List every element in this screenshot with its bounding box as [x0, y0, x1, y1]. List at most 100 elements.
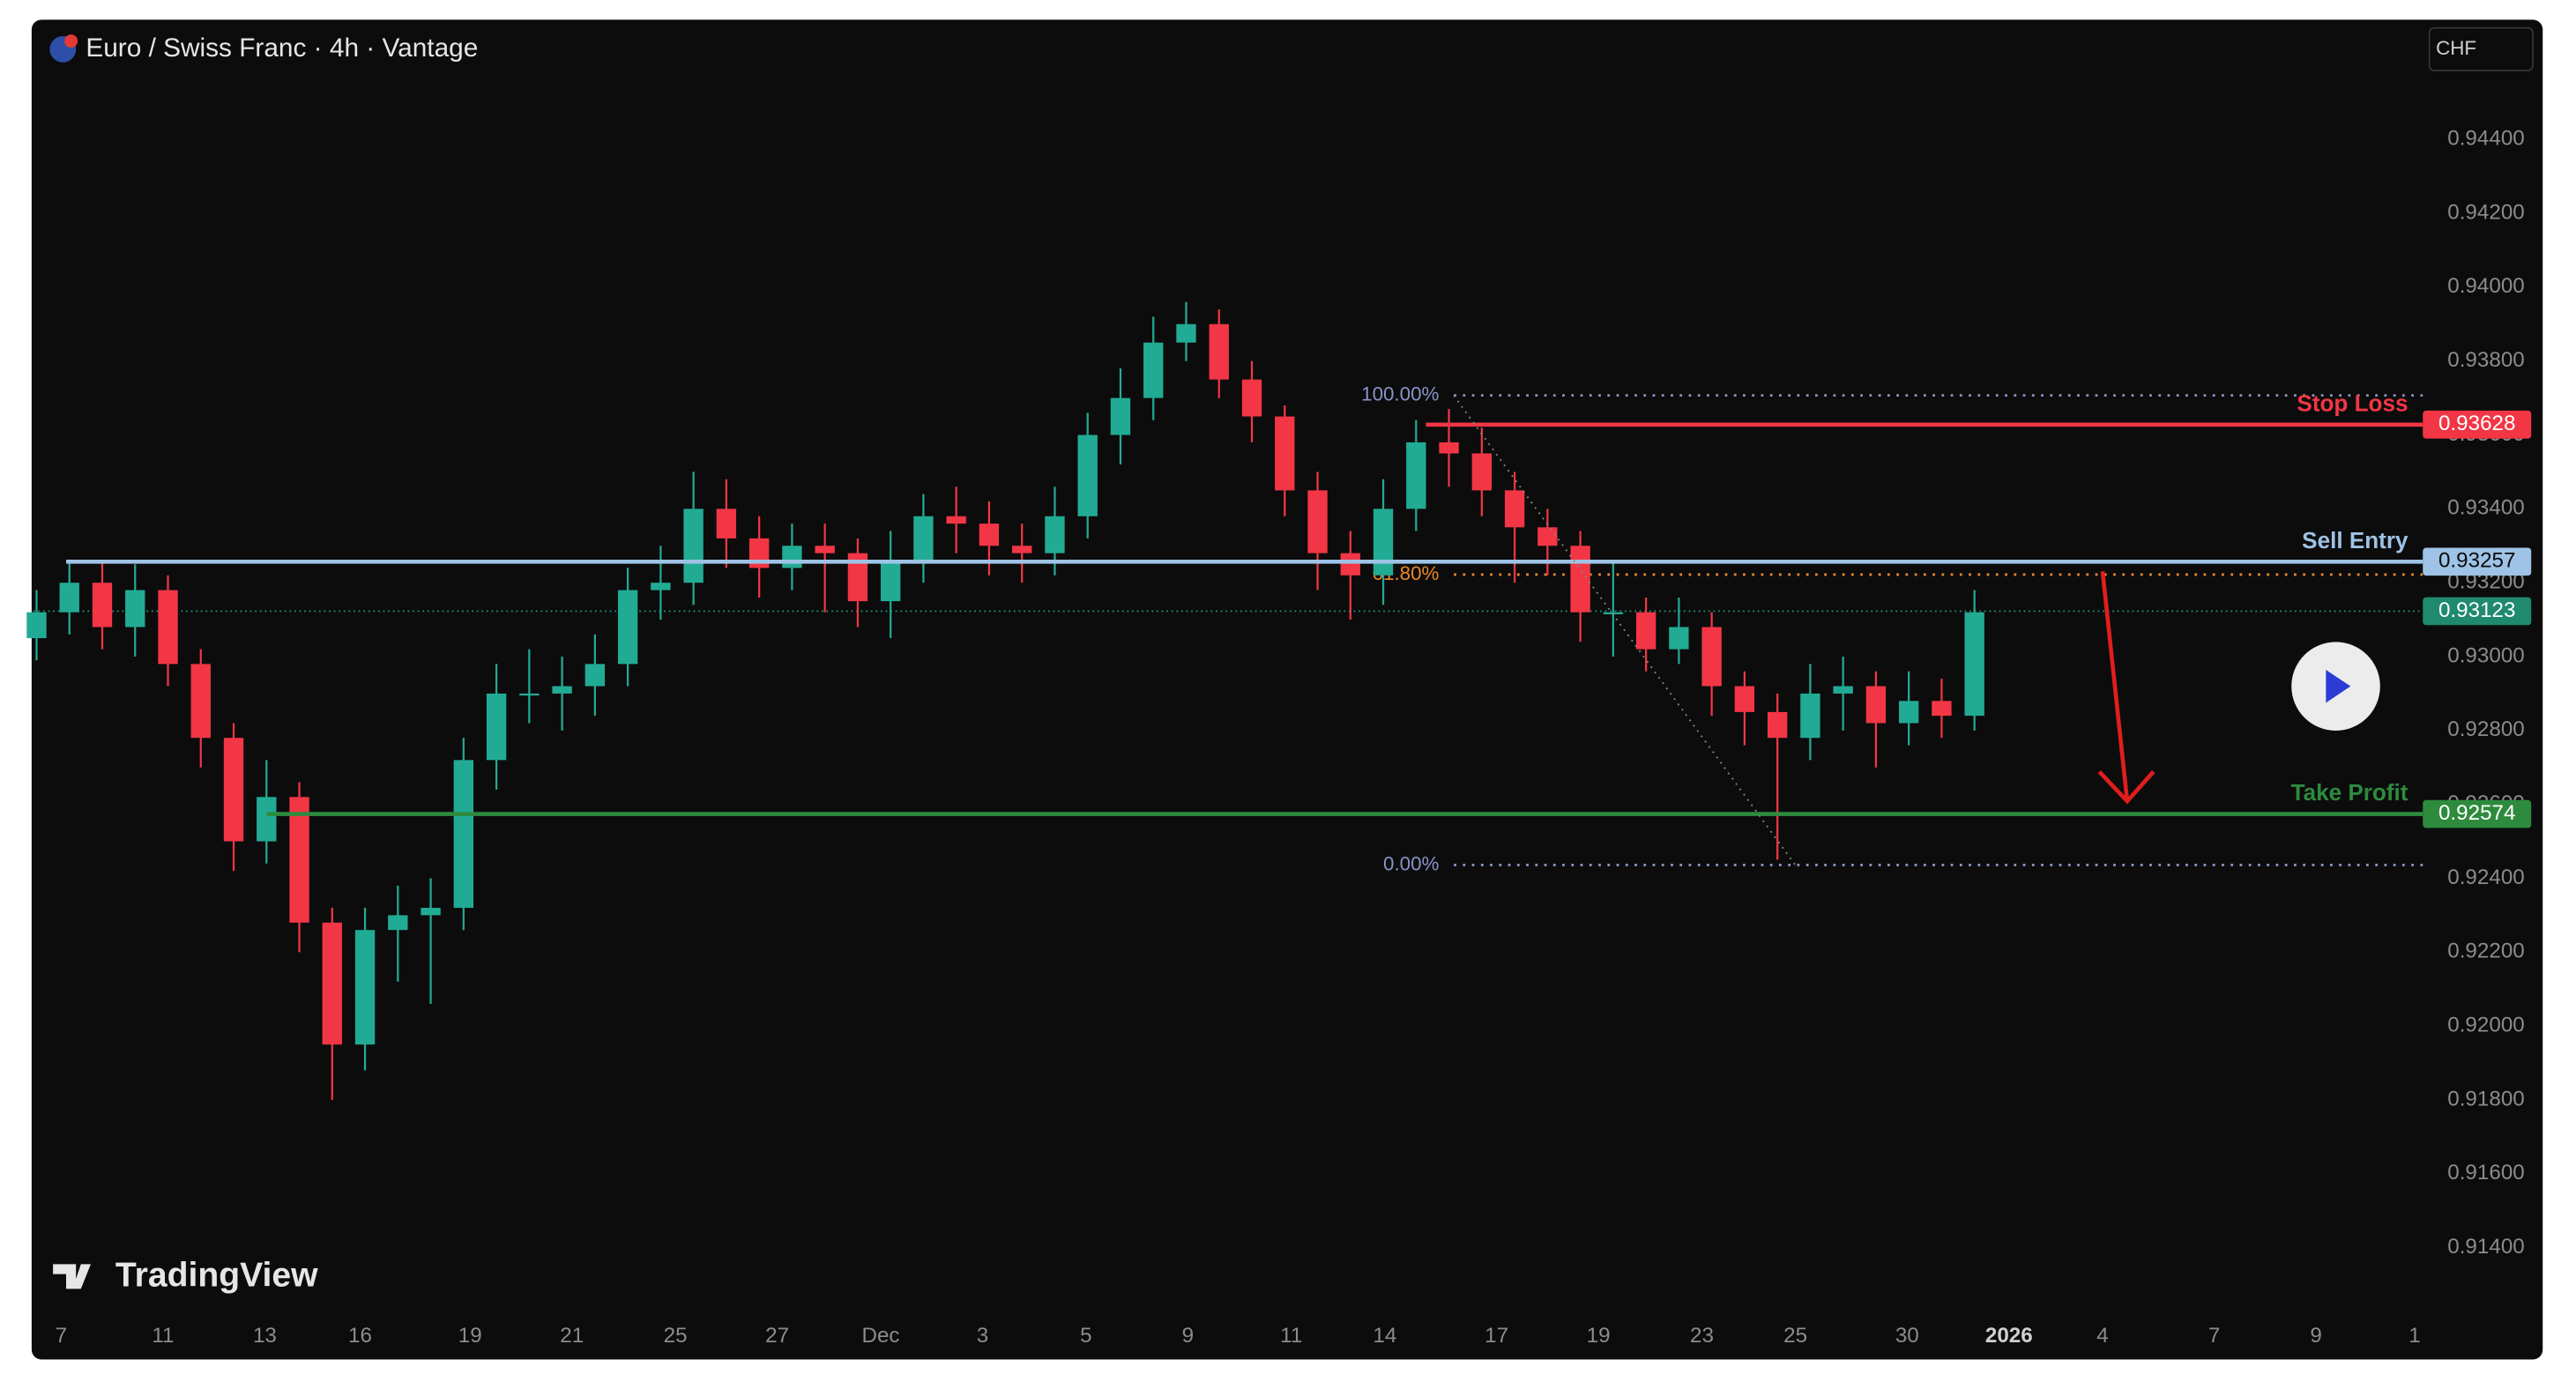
x-tick-label: 13 — [253, 1324, 277, 1348]
x-tick-label: 9 — [2310, 1324, 2321, 1348]
level-name: Stop Loss — [2297, 390, 2408, 416]
candle-body — [26, 612, 47, 639]
candle-body — [1176, 323, 1196, 343]
x-tick-label: 23 — [1690, 1324, 1714, 1348]
x-tick-label: 17 — [1485, 1324, 1508, 1348]
level-price: 0.93257 — [2438, 549, 2516, 573]
candle-body — [1537, 527, 1558, 546]
x-tick-label: 27 — [765, 1324, 789, 1348]
candle-body — [1340, 553, 1360, 576]
brand-logo — [53, 1264, 91, 1289]
candle-body — [651, 583, 671, 591]
candle-body — [1012, 546, 1032, 553]
candle-body — [223, 738, 244, 842]
x-tick-label: 7 — [2208, 1324, 2220, 1348]
symbol-icon-flag — [64, 34, 78, 48]
y-tick-label: 0.92400 — [2447, 865, 2525, 889]
level-price-tag — [2423, 547, 2532, 576]
currency-box[interactable] — [2428, 26, 2534, 72]
x-tick-label: 11 — [152, 1324, 174, 1348]
candle-body — [716, 509, 737, 539]
x-tick-label: 11 — [1280, 1324, 1302, 1348]
current-price-tag — [2423, 597, 2532, 626]
candle-body — [979, 524, 1000, 546]
candle-body — [552, 686, 572, 694]
x-tick-label: 2026 — [1985, 1324, 2033, 1348]
candle-body — [847, 553, 868, 602]
y-tick-label: 0.91800 — [2447, 1087, 2525, 1110]
candle-body — [158, 590, 178, 665]
candle-body — [486, 693, 507, 761]
candle-body — [1734, 686, 1755, 712]
candle-body — [683, 509, 704, 583]
candle-body — [1406, 442, 1426, 509]
candle-body — [1504, 490, 1525, 528]
candle-body — [1767, 711, 1788, 739]
fib-trend-line — [1453, 395, 1797, 866]
candle-body — [1241, 379, 1262, 417]
chart-background — [31, 19, 2543, 1360]
candle-body — [1143, 342, 1164, 398]
level-price-tag — [2423, 799, 2532, 828]
y-tick-label: 0.93800 — [2447, 348, 2525, 372]
candle-body — [1275, 416, 1295, 491]
candle-body — [59, 583, 79, 613]
candle-body — [815, 546, 835, 553]
x-tick-label: 25 — [1783, 1324, 1807, 1348]
brand-name: TradingView — [115, 1257, 318, 1295]
candle-body — [1865, 686, 1887, 724]
candle-body — [782, 546, 802, 568]
candle-body — [322, 922, 342, 1045]
x-tick-label: 14 — [1373, 1324, 1396, 1348]
currency-label[interactable]: CHF — [2436, 37, 2476, 59]
candle-body — [453, 760, 474, 909]
candle-body — [946, 516, 966, 524]
level-name: Take Profit — [2291, 779, 2408, 806]
x-tick-label: 9 — [1182, 1324, 1194, 1348]
y-tick-label: 0.92800 — [2447, 717, 2525, 741]
fib-label: 0.00% — [1383, 852, 1439, 874]
x-tick-label: 3 — [977, 1324, 988, 1348]
candle-body — [421, 908, 441, 916]
candle-body — [1471, 453, 1492, 491]
x-tick-label: 16 — [348, 1324, 372, 1348]
level-price-tag — [2423, 410, 2532, 439]
x-tick-label: 5 — [1080, 1324, 1091, 1348]
candle-body — [289, 797, 309, 923]
play-icon[interactable] — [2326, 670, 2351, 703]
projection-arrow-head — [2097, 769, 2155, 805]
candle-body — [1439, 442, 1459, 454]
y-tick-label: 0.92000 — [2447, 1014, 2525, 1037]
candle-body — [1570, 546, 1590, 613]
level-price: 0.92574 — [2438, 801, 2516, 825]
y-tick-label: 0.91600 — [2447, 1161, 2525, 1185]
y-tick-label: 0.93000 — [2447, 643, 2525, 667]
candle-body — [1635, 612, 1657, 650]
level-name: Sell Entry — [2302, 527, 2408, 553]
current-price: 0.93123 — [2438, 598, 2516, 622]
projection-arrow — [2100, 571, 2130, 802]
candle-body — [125, 590, 145, 628]
y-tick-label: 0.91400 — [2447, 1235, 2525, 1259]
candle-body — [1701, 627, 1722, 687]
candle-body — [1800, 693, 1820, 739]
candle-body — [1307, 490, 1328, 553]
candle-body — [584, 664, 606, 687]
x-tick-label: 1 — [2408, 1324, 2420, 1348]
chart-title: Euro / Swiss Franc · 4h · Vantage — [86, 33, 478, 63]
fib-label: 100.00% — [1361, 383, 1439, 405]
candle-body — [1932, 701, 1952, 717]
candle-body — [1045, 516, 1065, 553]
x-tick-label: 21 — [560, 1324, 584, 1348]
x-tick-label: 19 — [458, 1324, 482, 1348]
candle-body — [617, 590, 638, 665]
candle-body — [1373, 509, 1394, 576]
candle-body — [1110, 397, 1131, 435]
candle-body — [1077, 435, 1098, 516]
candle-body — [257, 797, 277, 842]
candle-body — [354, 930, 376, 1045]
y-tick-label: 0.92200 — [2447, 940, 2525, 963]
candle-body — [1833, 686, 1853, 694]
